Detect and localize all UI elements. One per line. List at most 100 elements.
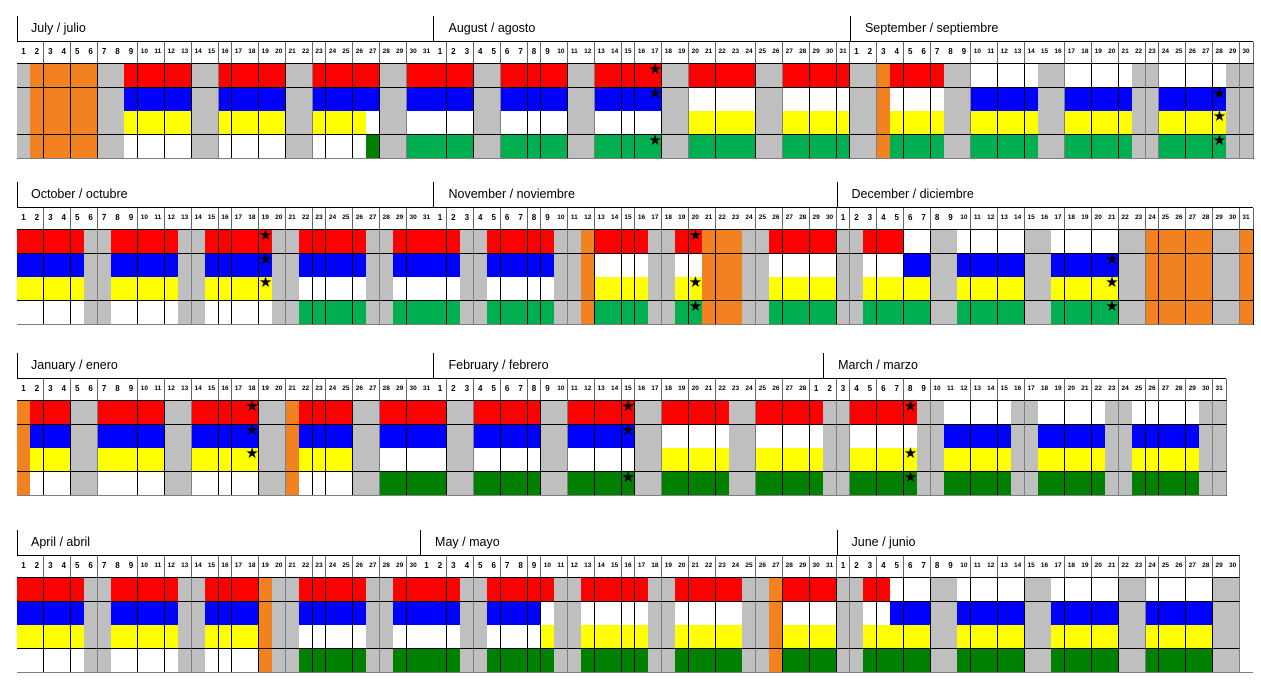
day-cell[interactable] [420,64,434,88]
day-cell[interactable] [1064,401,1079,425]
day-cell[interactable] [917,578,932,602]
day-cell[interactable] [944,64,958,88]
day-cell[interactable] [1185,277,1200,301]
day-cell[interactable] [326,230,340,254]
day-cell[interactable] [299,424,314,449]
day-cell[interactable] [567,300,582,325]
day-cell[interactable] [111,300,125,325]
day-cell[interactable] [326,625,340,649]
day-cell[interactable] [742,134,757,159]
day-cell[interactable] [809,111,824,135]
day-cell[interactable] [178,578,193,602]
day-cell[interactable] [84,253,99,278]
day-cell[interactable] [648,134,663,159]
day-cell[interactable] [554,471,569,496]
day-cell[interactable] [1239,87,1254,112]
day-cell[interactable] [849,87,864,112]
day-cell[interactable] [1064,300,1079,325]
day-cell[interactable] [1145,648,1160,673]
day-cell[interactable] [688,230,703,254]
day-cell[interactable] [178,625,193,649]
day-cell[interactable] [581,64,596,88]
day-cell[interactable] [231,448,246,472]
day-cell[interactable] [70,471,85,496]
day-cell[interactable] [245,424,260,449]
day-cell[interactable] [218,401,233,425]
day-cell[interactable] [809,64,824,88]
day-cell[interactable] [1185,401,1200,425]
day-cell[interactable] [1158,134,1173,159]
day-cell[interactable] [352,424,367,449]
day-cell[interactable] [796,401,811,425]
day-cell[interactable] [930,471,945,496]
day-cell[interactable] [944,424,958,449]
day-cell[interactable] [997,424,1012,449]
day-cell[interactable] [1239,230,1254,254]
day-cell[interactable] [1118,277,1133,301]
day-cell[interactable] [661,424,676,449]
day-cell[interactable] [984,134,999,159]
day-cell[interactable] [70,253,85,278]
day-cell[interactable] [755,87,770,112]
day-cell[interactable] [567,134,582,159]
day-cell[interactable] [272,601,287,626]
day-cell[interactable] [339,601,354,626]
day-cell[interactable] [1051,230,1066,254]
day-cell[interactable] [258,300,273,325]
day-cell[interactable] [1105,87,1120,112]
day-cell[interactable] [84,578,99,602]
day-cell[interactable] [178,424,193,449]
day-cell[interactable] [903,648,918,673]
day-cell[interactable] [809,134,824,159]
day-cell[interactable] [1038,253,1052,278]
day-cell[interactable] [715,471,730,496]
day-cell[interactable] [245,253,260,278]
day-cell[interactable] [57,625,72,649]
day-cell[interactable] [111,471,125,496]
day-cell[interactable] [433,401,448,425]
day-cell[interactable] [285,253,300,278]
day-cell[interactable] [312,601,327,626]
day-cell[interactable] [930,277,945,301]
day-cell[interactable] [675,300,690,325]
day-cell[interactable] [70,64,85,88]
day-cell[interactable] [258,64,273,88]
day-cell[interactable] [299,64,314,88]
day-cell[interactable] [420,253,434,278]
day-cell[interactable] [1091,253,1106,278]
day-cell[interactable] [836,648,851,673]
day-cell[interactable] [876,64,891,88]
day-cell[interactable] [1226,277,1241,301]
day-cell[interactable] [715,448,730,472]
day-cell[interactable] [742,601,757,626]
day-cell[interactable] [540,401,555,425]
day-cell[interactable] [782,277,797,301]
day-cell[interactable] [944,253,958,278]
day-cell[interactable] [1145,625,1160,649]
day-cell[interactable] [903,448,918,472]
day-cell[interactable] [218,87,233,112]
day-cell[interactable] [285,230,300,254]
day-cell[interactable] [1011,601,1026,626]
day-cell[interactable] [594,578,609,602]
day-cell[interactable] [245,87,260,112]
day-cell[interactable] [984,111,999,135]
day-cell[interactable] [836,87,851,112]
day-cell[interactable] [849,64,864,88]
day-cell[interactable] [406,625,421,649]
day-cell[interactable] [1199,277,1214,301]
day-cell[interactable] [621,253,636,278]
day-cell[interactable] [43,277,58,301]
day-cell[interactable] [702,300,717,325]
day-cell[interactable] [43,401,58,425]
day-cell[interactable] [702,253,717,278]
day-cell[interactable] [608,300,623,325]
day-cell[interactable] [1212,300,1227,325]
day-cell[interactable] [1212,625,1227,649]
day-cell[interactable] [1185,111,1200,135]
day-cell[interactable] [406,230,421,254]
day-cell[interactable] [608,111,623,135]
day-cell[interactable] [527,111,542,135]
day-cell[interactable] [1038,134,1052,159]
day-cell[interactable] [500,424,515,449]
